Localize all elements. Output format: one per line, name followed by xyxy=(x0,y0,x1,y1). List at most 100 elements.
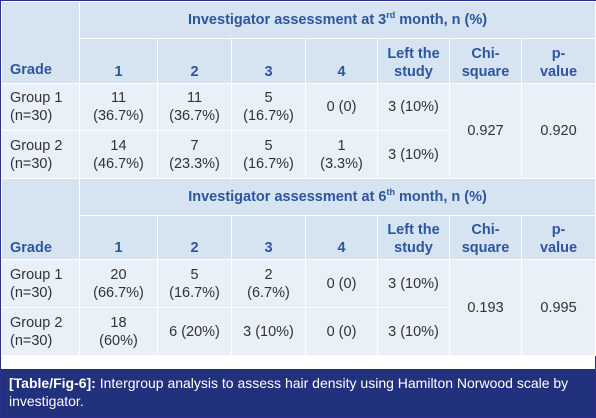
p-value: 0.920 xyxy=(520,83,596,179)
col-header-3: 3 xyxy=(231,215,306,260)
group-name: Group 1 xyxy=(10,266,63,283)
p-line2: value xyxy=(539,64,578,80)
percent: (16.7%) xyxy=(243,108,294,124)
cell-left-study: 3 (10%) xyxy=(377,83,450,131)
section2-title-suffix: month, n (%) xyxy=(395,189,487,205)
table-row: Group 2 (n=30) 18 (60%) 6 (20%) 3 (10%) 0 … xyxy=(1,307,596,356)
count: 7 xyxy=(190,137,199,154)
group-label: Group 2 (n=30) xyxy=(1,307,80,356)
col-header-3: 3 xyxy=(231,38,306,84)
chi-line2: square xyxy=(461,64,510,80)
percent: (66.7%) xyxy=(93,284,144,301)
p-line1: p- xyxy=(551,222,566,238)
left-study-line2: study xyxy=(394,240,433,256)
chi-square-value: 0.193 xyxy=(449,259,522,356)
count: 11 xyxy=(110,90,127,106)
grade-header: Grade xyxy=(10,62,52,78)
col-header-left-study: Left the study xyxy=(377,215,450,260)
group-name: Group 2 xyxy=(10,137,63,154)
group-label: Group 1 (n=30) xyxy=(1,83,80,131)
percent: (16.7%) xyxy=(169,284,220,301)
cell-grade-3: 5 (16.7%) xyxy=(231,130,306,179)
col-header-1: 1 xyxy=(79,215,158,260)
cell-grade-1: 14 (46.7%) xyxy=(79,130,158,179)
count: 20 xyxy=(110,266,127,283)
cell-grade-4: 1 (3.3%) xyxy=(305,130,378,179)
col-header-chi-square: Chi-square xyxy=(449,215,522,260)
count: 1 xyxy=(337,137,346,154)
percent: (16.7%) xyxy=(243,155,294,172)
cell-grade-2: 6 (20%) xyxy=(157,307,232,356)
count: 5 xyxy=(190,266,199,283)
cell-grade-2: 7 (23.3%) xyxy=(157,130,232,179)
grade-header-cell: Grade xyxy=(1,1,80,84)
assessment-table: Grade Investigator assessment at 3rd mon… xyxy=(1,1,596,356)
grade-header: Grade xyxy=(10,240,52,256)
chi-square-value: 0.927 xyxy=(449,83,522,179)
section1-title-prefix: Investigator assessment at 3 xyxy=(187,12,387,28)
section1-title: Investigator assessment at 3rd month, n … xyxy=(78,1,596,39)
count: 2 xyxy=(264,266,273,283)
cell-grade-1: 20 (66.7%) xyxy=(79,259,158,308)
cell-left-study: 3 (10%) xyxy=(377,130,450,179)
count: 14 xyxy=(110,137,127,154)
table-row: Group 2 (n=30) 14 (46.7%) 7 (23.3%) 5 (16.7%… xyxy=(1,130,596,179)
col-header-2: 2 xyxy=(157,215,232,260)
section2-title: Investigator assessment at 6th month, n … xyxy=(78,178,596,216)
cell-grade-1: 11 (36.7%) xyxy=(79,83,158,131)
section1-title-suffix: month, n (%) xyxy=(395,12,488,28)
table-caption: [Table/Fig-6]: Intergroup analysis to as… xyxy=(1,369,595,417)
group-n: (n=30) xyxy=(10,108,53,124)
section2-title-prefix: Investigator assessment at 6 xyxy=(188,189,387,205)
col-header-chi-square: Chi-square xyxy=(449,38,522,84)
cell-grade-1: 18 (60%) xyxy=(79,307,158,356)
cell-grade-4: 0 (0) xyxy=(305,83,378,131)
table-row: Group 1 (n=30) 11 (36.7%) 11 (36.7%) 5 (16.7… xyxy=(1,83,596,179)
group-n: (n=30) xyxy=(10,155,53,172)
col-header-p-value: p-value xyxy=(520,38,596,84)
count: 18 xyxy=(110,314,127,331)
caption-label: [Table/Fig-6]: xyxy=(9,375,96,391)
left-study-line2: study xyxy=(394,64,433,80)
group-n: (n=30) xyxy=(10,332,53,349)
percent: (60%) xyxy=(99,332,138,349)
p-value: 0.995 xyxy=(520,259,596,356)
p-line1: p- xyxy=(551,46,566,62)
count: 11 xyxy=(186,90,203,106)
col-header-2: 2 xyxy=(157,38,232,84)
col-header-4: 4 xyxy=(305,215,378,260)
cell-grade-3: 5 (16.7%) xyxy=(231,83,306,131)
percent: (36.7%) xyxy=(93,108,144,124)
cell-grade-3: 3 (10%) xyxy=(231,307,306,356)
col-header-p-value: p-value xyxy=(520,215,596,260)
group-n: (n=30) xyxy=(10,284,53,301)
col-header-1: 1 xyxy=(79,38,158,84)
percent: (6.7%) xyxy=(247,284,290,301)
group-label: Group 1 (n=30) xyxy=(1,259,80,308)
section1-title-sup: rd xyxy=(386,10,396,21)
group-label: Group 2 (n=30) xyxy=(1,130,80,179)
section2-title-sup: th xyxy=(386,187,396,198)
left-study-line1: Left the xyxy=(387,46,440,62)
cell-grade-3: 2 (6.7%) xyxy=(231,259,306,308)
cell-grade-2: 11 (36.7%) xyxy=(157,83,232,131)
percent: (46.7%) xyxy=(93,155,144,172)
cell-grade-2: 5 (16.7%) xyxy=(157,259,232,308)
cell-left-study: 3 (10%) xyxy=(377,307,450,356)
table-row: Group 1 (n=30) 20 (66.7%) 5 (16.7%) 2 (6.7%)… xyxy=(1,259,596,356)
group-name: Group 2 xyxy=(10,314,63,331)
percent: (3.3%) xyxy=(320,155,363,172)
left-study-line1: Left the xyxy=(387,222,440,238)
chi-line2: square xyxy=(461,240,510,256)
p-line2: value xyxy=(539,240,578,256)
percent: (23.3%) xyxy=(169,155,220,172)
cell-grade-4: 0 (0) xyxy=(305,307,378,356)
cell-grade-4: 0 (0) xyxy=(305,259,378,308)
caption-text: Intergroup analysis to assess hair densi… xyxy=(9,375,569,409)
col-header-4: 4 xyxy=(305,38,378,84)
grade-header-cell: Grade xyxy=(1,178,80,260)
col-header-left-study: Left the study xyxy=(377,38,450,84)
count: 5 xyxy=(264,90,273,106)
group-name: Group 1 xyxy=(10,90,63,106)
